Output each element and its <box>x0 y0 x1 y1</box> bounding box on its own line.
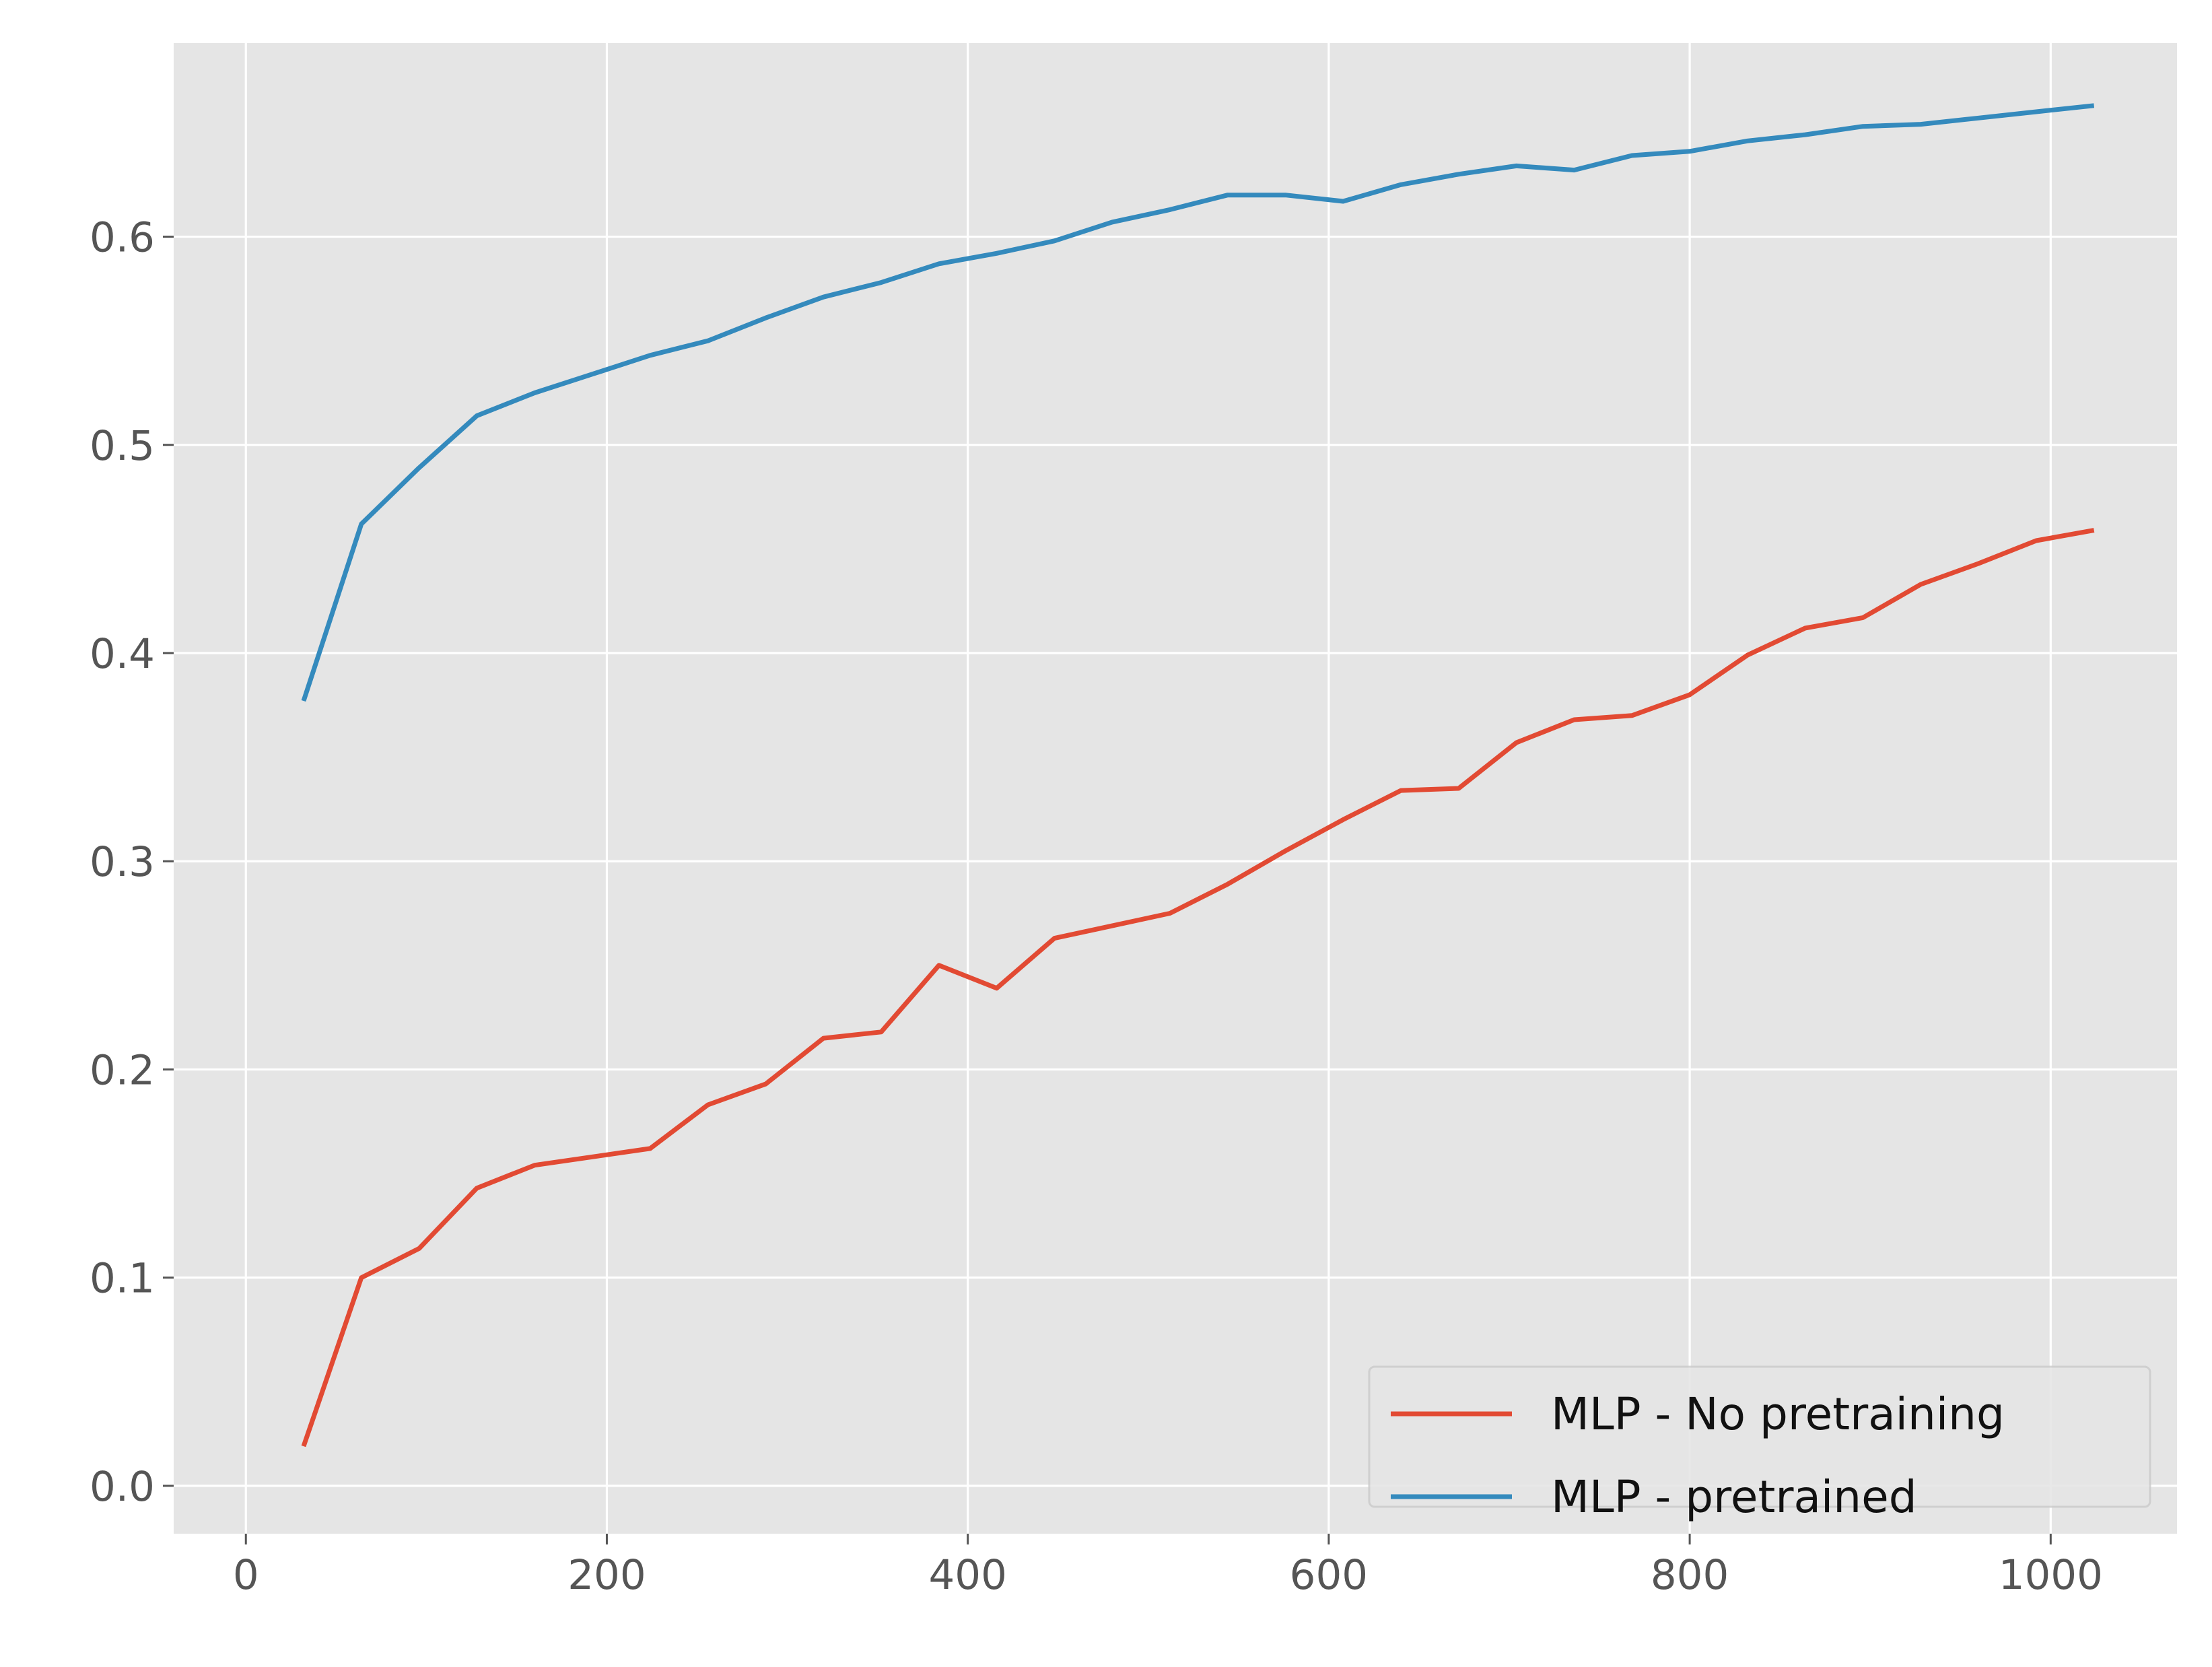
series-line-1 <box>301 528 2095 1448</box>
y-tick-label: 0.5 <box>90 422 155 470</box>
x-tick-label: 0 <box>233 1551 259 1599</box>
axis-ticks: 0 200 400 600 800 1000 0.0 0.1 0.2 0.3 0.4 0.5 0.6 <box>90 214 2103 1599</box>
x-tick-label: 200 <box>567 1551 646 1599</box>
y-tick-label: 0.4 <box>90 630 155 678</box>
x-tick-label: 800 <box>1651 1551 1729 1599</box>
y-tick-label: 0.3 <box>90 838 155 886</box>
y-tick-label: 0.0 <box>90 1463 155 1511</box>
y-tick-label: 0.6 <box>90 214 155 262</box>
x-tick-label: 600 <box>1290 1551 1368 1599</box>
x-tick-label: 400 <box>928 1551 1006 1599</box>
legend: MLP - No pretraining MLP - pretrained <box>1368 1365 2151 1523</box>
series-lines <box>301 103 2095 1448</box>
legend-label: MLP - pretrained <box>1551 1471 1917 1523</box>
series-line-2 <box>301 103 2095 702</box>
y-tick-label: 0.2 <box>90 1046 155 1094</box>
x-tick-label: 1000 <box>1999 1551 2103 1599</box>
plot-area <box>174 43 2177 1534</box>
grid-lines <box>174 43 2177 1534</box>
legend-label: MLP - No pretraining <box>1551 1388 2005 1440</box>
y-tick-label: 0.1 <box>90 1255 155 1303</box>
legend-box <box>1368 1365 2151 1508</box>
